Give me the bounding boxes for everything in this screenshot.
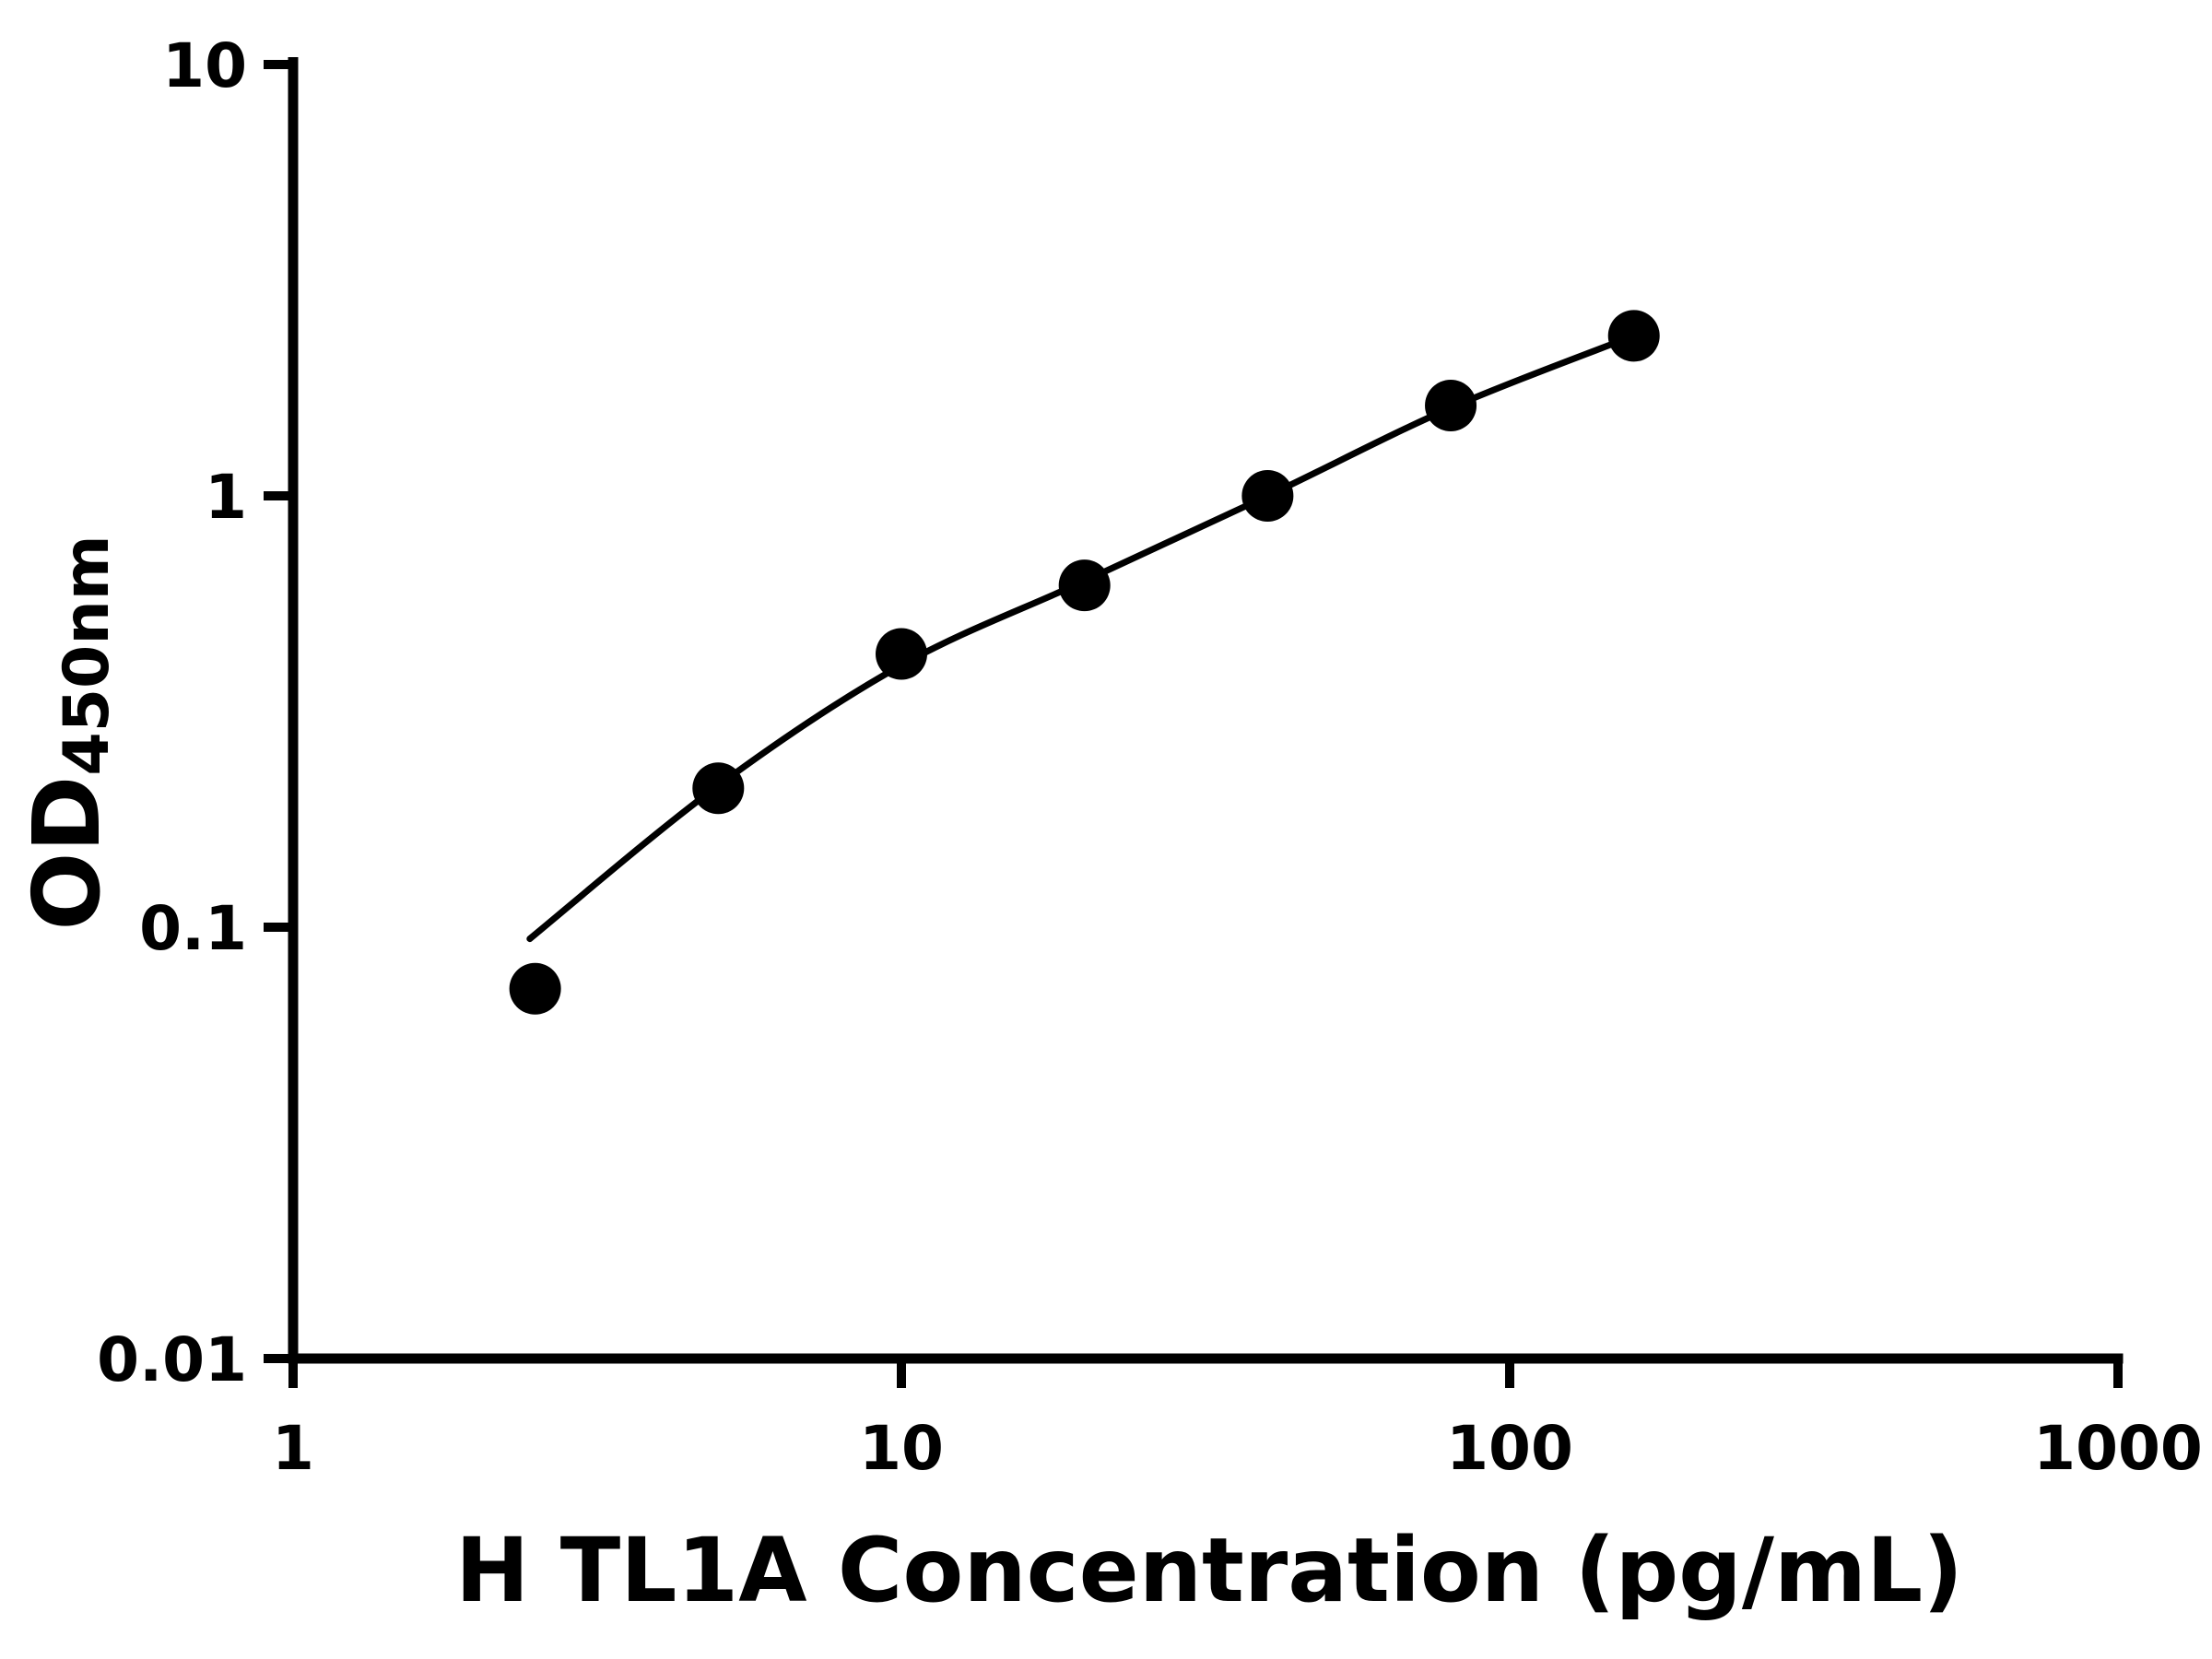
x-tick-label: 100 [1446,1413,1573,1484]
x-tick-label: 1 [272,1413,314,1484]
y-tick-label: 10 [162,30,247,101]
data-point [1058,559,1111,612]
x-axis-title: H TL1A Concentration (pg/mL) [454,1519,1964,1622]
x-tick-label: 10 [859,1413,944,1484]
data-point [1607,310,1660,362]
y-tick-label: 1 [205,462,247,533]
y-tick-label: 0.01 [97,1324,247,1395]
y-tick-label: 0.1 [139,893,247,964]
y-axis-title: OD 450nm [13,456,141,1009]
data-point [692,762,745,815]
fit-curve [526,332,1638,943]
y-axis-title-base: OD [13,775,121,931]
y-axis-title-subscript: 450nm [51,535,124,776]
data-point [1425,379,1477,431]
x-tick-label: 1000 [2033,1413,2203,1484]
data-point [876,628,927,680]
data-point [509,962,561,1015]
data-point [1241,470,1294,522]
